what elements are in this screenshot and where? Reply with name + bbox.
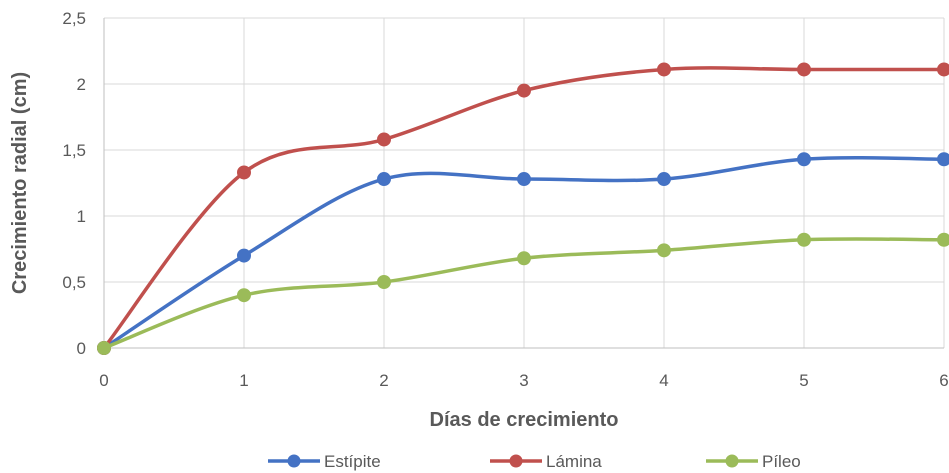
data-point-pileo	[937, 232, 949, 247]
legend: Estípite Lámina Píleo	[268, 452, 801, 471]
series-pileo	[97, 232, 949, 355]
data-point-pileo	[517, 251, 531, 266]
x-tick-label: 2	[379, 371, 388, 390]
legend-marker	[725, 454, 739, 468]
legend-marker	[509, 454, 523, 468]
data-point-lamina	[237, 165, 251, 180]
data-point-lamina	[517, 83, 531, 98]
data-point-lamina	[937, 62, 949, 77]
y-tick-label: 0,5	[62, 273, 86, 292]
legend-label: Píleo	[762, 452, 801, 471]
axes	[103, 18, 944, 349]
data-point-pileo	[237, 288, 251, 303]
data-point-lamina	[657, 62, 671, 77]
data-point-pileo	[797, 232, 811, 247]
y-tick-label: 2	[77, 75, 86, 94]
x-axis-ticks: 0 1 2 3 4 5 6	[99, 371, 948, 390]
data-point-lamina	[377, 132, 391, 147]
legend-label: Lámina	[546, 452, 602, 471]
data-point-lamina	[797, 62, 811, 77]
x-tick-label: 5	[799, 371, 808, 390]
legend-marker	[287, 454, 301, 468]
x-axis-title: Días de crecimiento	[430, 409, 619, 431]
legend-item-pileo: Píleo	[706, 452, 801, 471]
y-tick-label: 2,5	[62, 9, 86, 28]
x-tick-label: 0	[99, 371, 108, 390]
series-lamina	[97, 62, 949, 355]
y-axis-ticks: 0 0,5 1 1,5 2 2,5	[62, 9, 86, 358]
data-point-estipite	[937, 152, 949, 167]
data-point-estipite	[517, 172, 531, 187]
data-point-estipite	[797, 152, 811, 167]
data-point-estipite	[237, 248, 251, 263]
x-tick-label: 3	[519, 371, 528, 390]
x-tick-label: 1	[239, 371, 248, 390]
data-point-estipite	[377, 172, 391, 187]
y-tick-label: 1,5	[62, 141, 86, 160]
y-tick-label: 0	[77, 339, 86, 358]
x-tick-label: 6	[939, 371, 948, 390]
series-layer	[97, 62, 949, 355]
x-tick-label: 4	[659, 371, 668, 390]
data-point-pileo	[97, 341, 111, 355]
legend-item-lamina: Lámina	[490, 452, 602, 471]
y-tick-label: 1	[77, 207, 86, 226]
legend-label: Estípite	[324, 452, 381, 471]
y-axis-title: Crecimiento radial (cm)	[9, 72, 31, 294]
data-point-pileo	[377, 275, 391, 289]
legend-item-estipite: Estípite	[268, 452, 381, 471]
data-point-pileo	[657, 243, 671, 258]
data-point-estipite	[657, 172, 671, 187]
